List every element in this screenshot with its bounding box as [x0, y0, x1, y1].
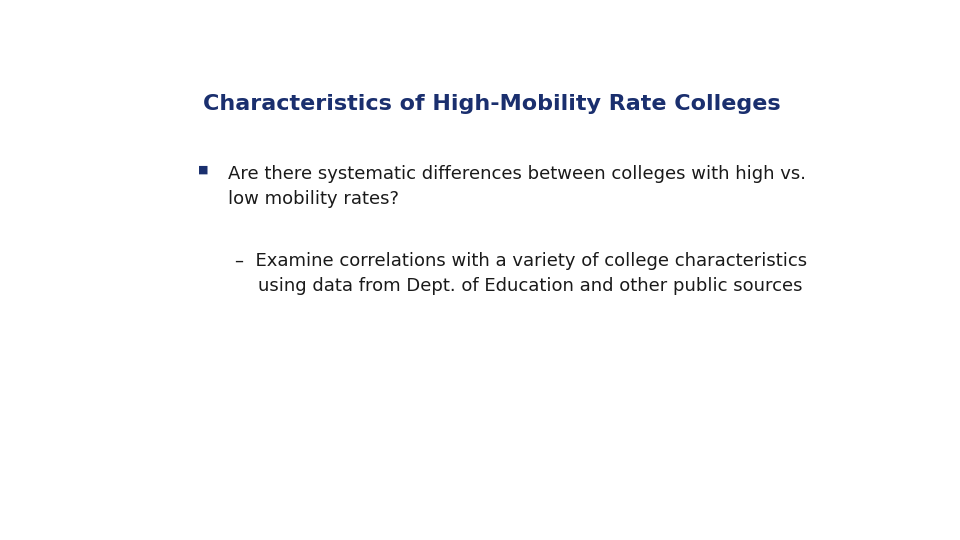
Text: –  Examine correlations with a variety of college characteristics
    using data: – Examine correlations with a variety of…	[235, 252, 807, 295]
Text: Are there systematic differences between colleges with high vs.
low mobility rat: Are there systematic differences between…	[228, 165, 805, 207]
Text: ■: ■	[198, 165, 208, 174]
Text: Characteristics of High-Mobility Rate Colleges: Characteristics of High-Mobility Rate Co…	[204, 94, 780, 114]
